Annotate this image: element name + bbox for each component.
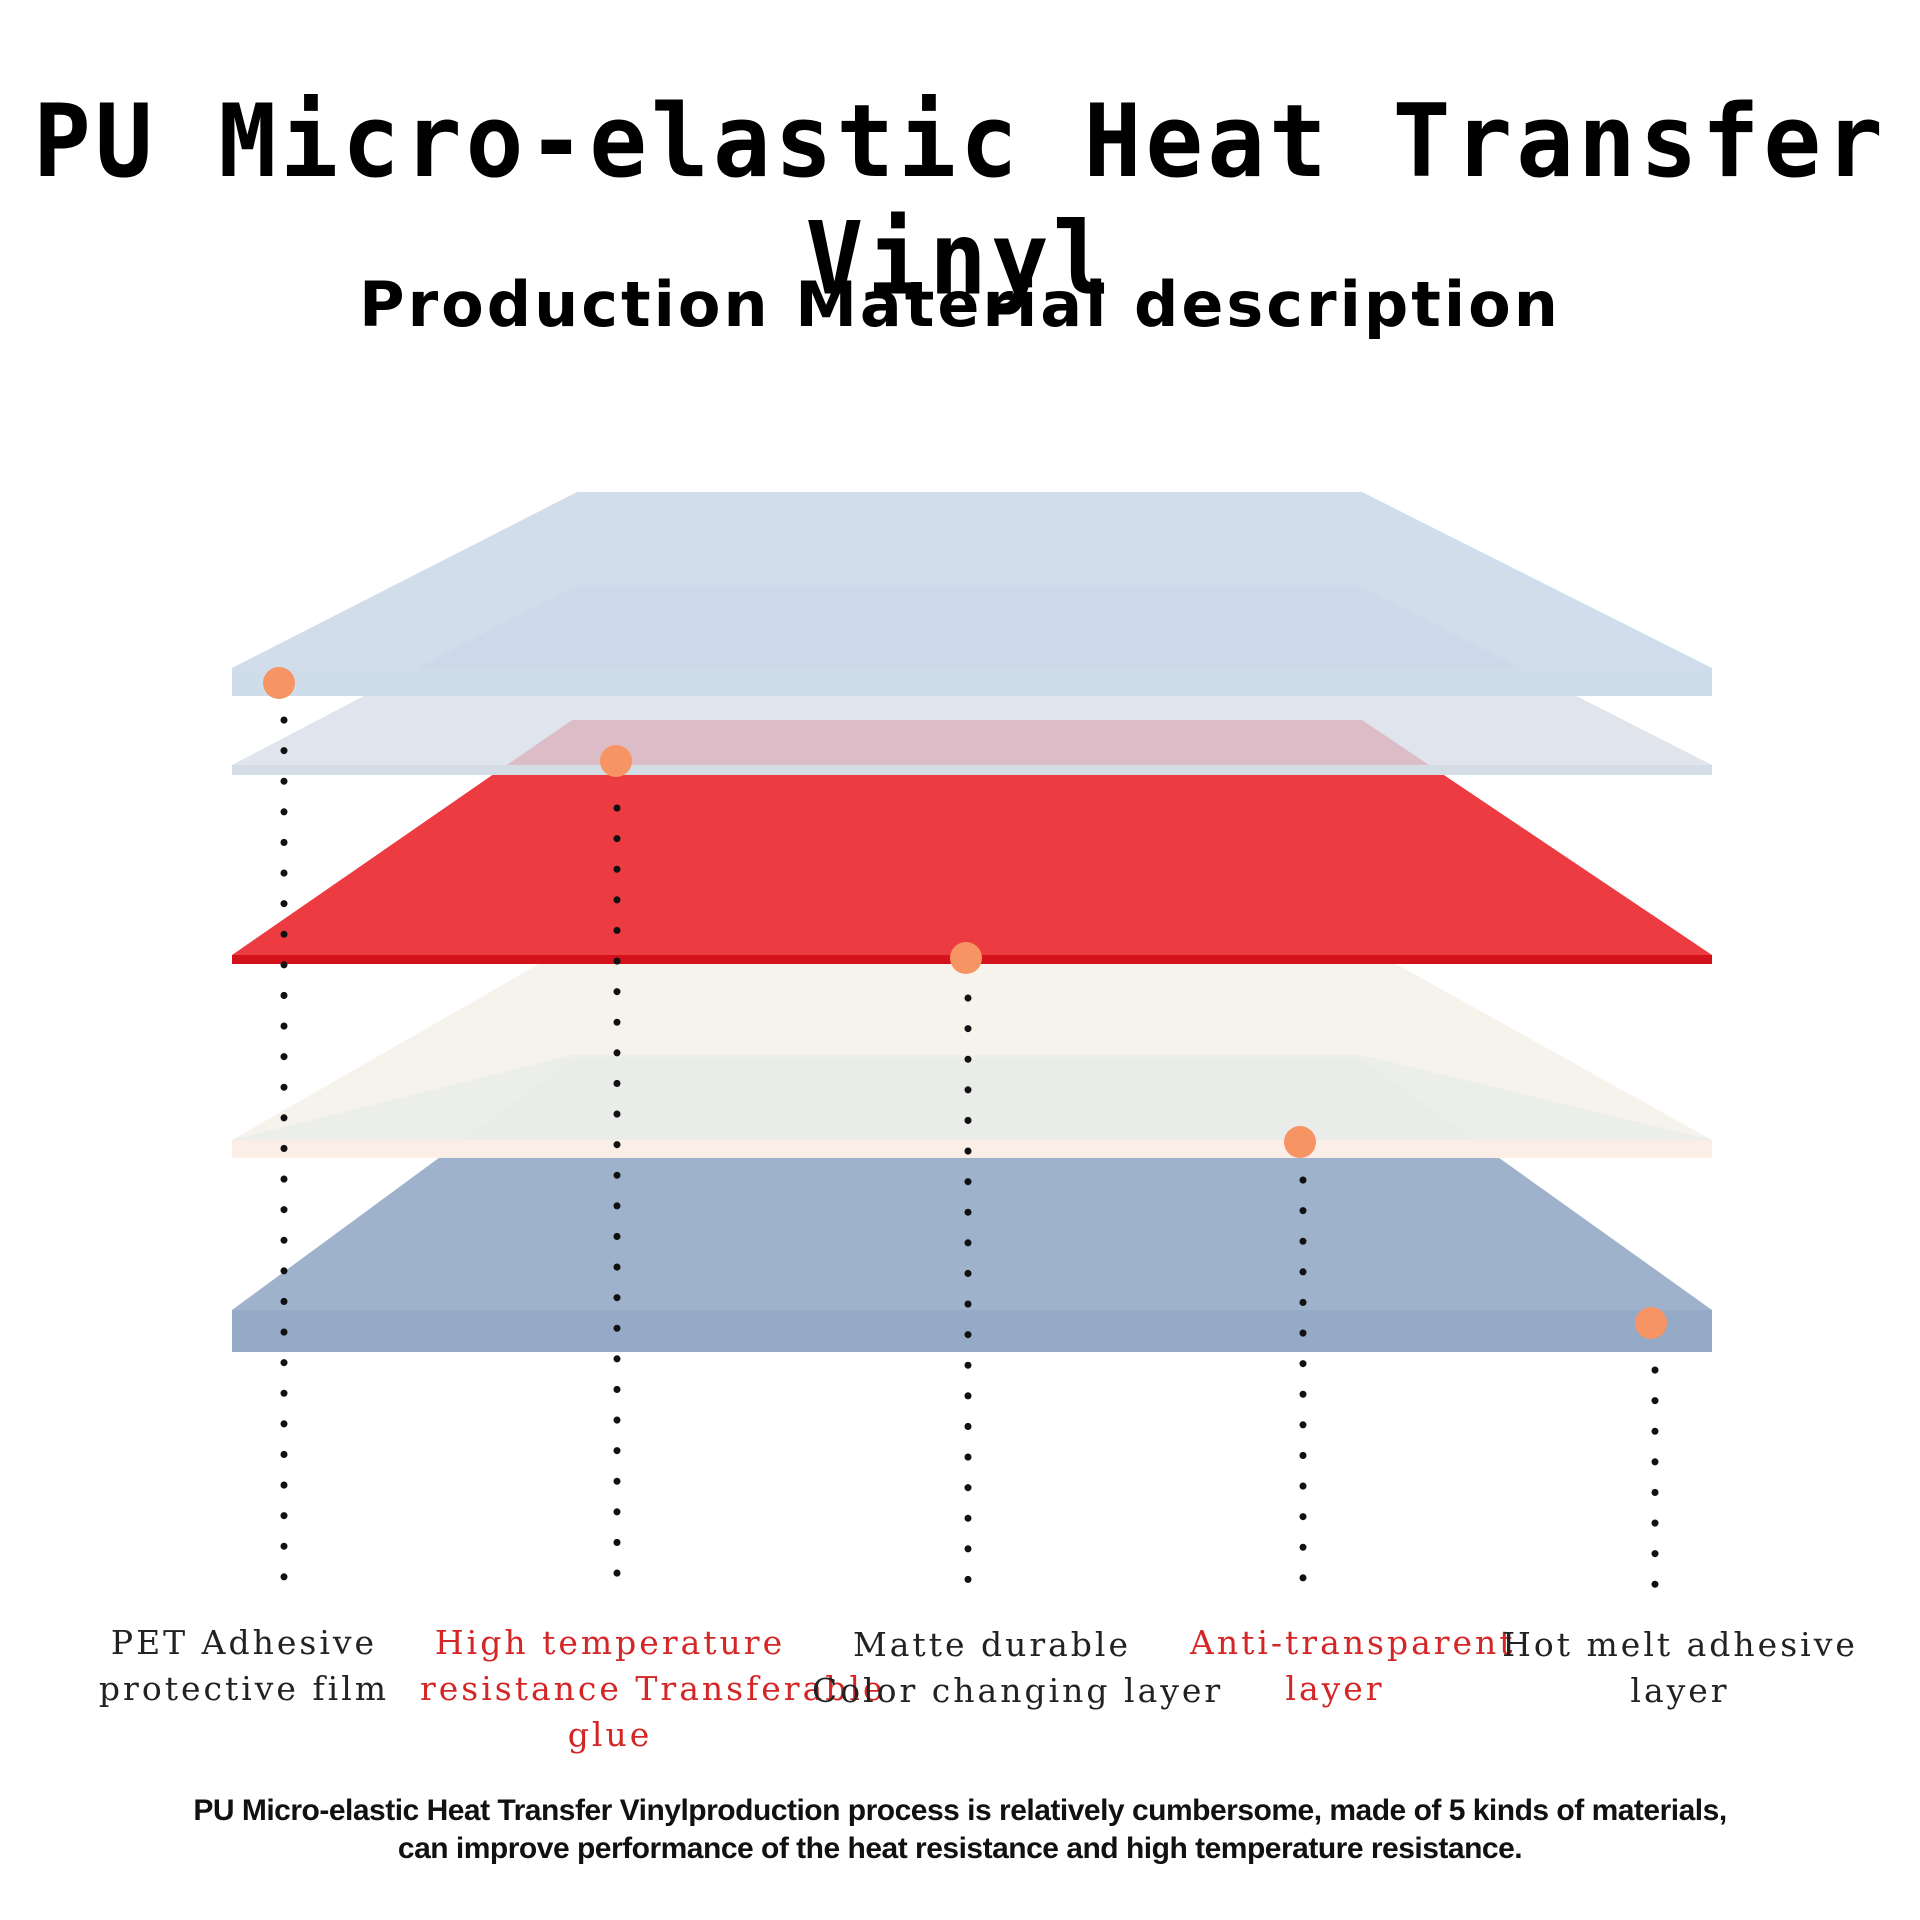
hot-melt-layer-edge [232,1310,1712,1352]
page-title: PU Micro-elastic Heat Transfer Vinyl [33,82,1887,318]
anti-transparent-layer [232,945,1712,1158]
label-transferable-glue: High temperature resistance Transferable… [420,1620,886,1758]
label-line: layer [1285,1669,1385,1708]
label-line: Color changing layer [812,1671,1224,1710]
label-line: High temperature [434,1623,786,1662]
label-color-changing-layer: Matte durable Color changing layer [812,1622,1224,1714]
label-anti-transparent-layer: Anti-transparent layer [1190,1620,1516,1712]
glue-layer-edge [232,765,1712,775]
label-line: Hot melt adhesive [1502,1625,1858,1664]
label-line: layer [1630,1671,1730,1710]
page-subtitle: Production Material description [359,268,1561,341]
marker-pet-film [263,667,295,699]
color-layer-surface [232,720,1712,955]
anti-transparent-layer-inner [232,1055,1712,1140]
label-pet-adhesive-film: PET Adhesive protective film [94,1620,394,1712]
pet-film-layer [232,492,1712,696]
pet-film-layer-edge [232,668,1712,696]
label-line: resistance Transferable [420,1669,886,1708]
footnote-line-2: can improve performance of the heat resi… [397,1832,1523,1865]
label-line: Anti-transparent [1190,1623,1516,1662]
label-hot-melt-adhesive-layer: Hot melt adhesive layer [1500,1622,1860,1714]
footnote: PU Micro-elastic Heat Transfer Vinylprod… [0,1792,1920,1868]
label-line: protective film [98,1669,390,1708]
label-line: PET Adhesive [110,1623,378,1662]
footnote-line-1: PU Micro-elastic Heat Transfer Vinylprod… [193,1794,1727,1827]
label-line: Matte durable [852,1625,1132,1664]
marker-anti-transparent [1284,1126,1316,1158]
marker-color-layer [950,942,982,974]
anti-transparent-layer-edge [232,1140,1712,1158]
markers [263,667,1667,1339]
marker-hot-melt [1635,1307,1667,1339]
label-line: glue [567,1715,653,1754]
leader-lines [280,716,1659,1592]
pet-film-layer-surface [232,492,1712,668]
marker-glue [600,745,632,777]
